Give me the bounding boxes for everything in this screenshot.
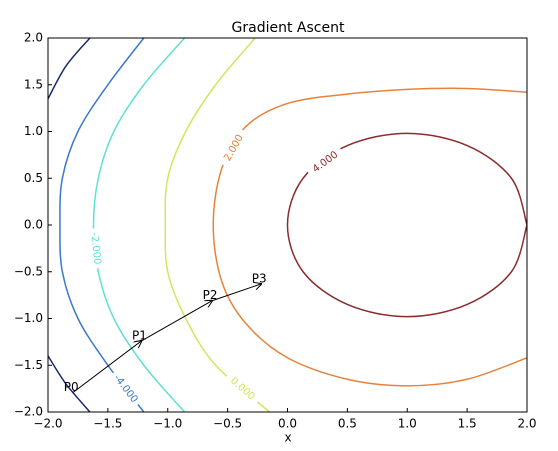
contour-label-bg — [217, 127, 250, 169]
x-tick-label: 0.5 — [338, 417, 357, 431]
y-tick-label: −1.0 — [14, 311, 43, 325]
contour-label-bg — [86, 227, 105, 269]
point-label: P1 — [132, 328, 147, 342]
y-tick-label: 1.0 — [24, 124, 43, 138]
contour-label-group: -4.000 — [108, 368, 144, 409]
x-tick-label: 1.5 — [458, 417, 477, 431]
contour-label-bg — [304, 144, 346, 180]
y-tick-label: 0.0 — [24, 218, 43, 232]
ascent-arrow — [72, 341, 141, 393]
contour-label-bg — [108, 368, 144, 409]
contour-label: -2.000 — [88, 232, 102, 265]
x-tick-label: −0.5 — [213, 417, 242, 431]
x-tick-label: 2.0 — [517, 417, 536, 431]
contour-label-group: 2.000 — [217, 127, 250, 169]
contour-label-group: -2.000 — [86, 227, 105, 269]
contour-line — [59, 38, 145, 412]
y-tick-label: 0.5 — [24, 171, 43, 185]
x-tick-label: −1.5 — [93, 417, 122, 431]
contour-line — [48, 38, 91, 412]
y-tick-label: 1.5 — [24, 77, 43, 91]
y-tick-label: −0.5 — [14, 264, 43, 278]
x-tick-label: 0.0 — [278, 417, 297, 431]
ascent-arrow — [141, 301, 212, 342]
contour-label-group: 4.000 — [304, 144, 346, 180]
y-tick-label: −1.5 — [14, 358, 43, 372]
y-tick-label: 2.0 — [24, 31, 43, 45]
contour-label-group: 0.000 — [222, 370, 263, 408]
contour-line — [164, 38, 271, 412]
contour-line — [286, 132, 527, 318]
chart-title: Gradient Ascent — [232, 20, 345, 36]
x-tick-label: 1.0 — [398, 417, 417, 431]
y-tick-label: −2.0 — [14, 405, 43, 419]
point-label: P3 — [252, 271, 267, 285]
contour-label-bg — [222, 370, 263, 408]
x-axis-label: x — [284, 431, 291, 445]
plot-area: 4.000 2.000 0.000 -2.000 -4.000 — [48, 38, 527, 412]
x-tick-label: −1.0 — [153, 417, 182, 431]
x-tick-label: −2.0 — [33, 417, 62, 431]
point-label: P2 — [203, 288, 218, 302]
point-label: P0 — [64, 380, 79, 394]
contour-line — [212, 87, 527, 387]
ascent-arrow — [211, 284, 261, 302]
contour-line — [92, 38, 186, 412]
